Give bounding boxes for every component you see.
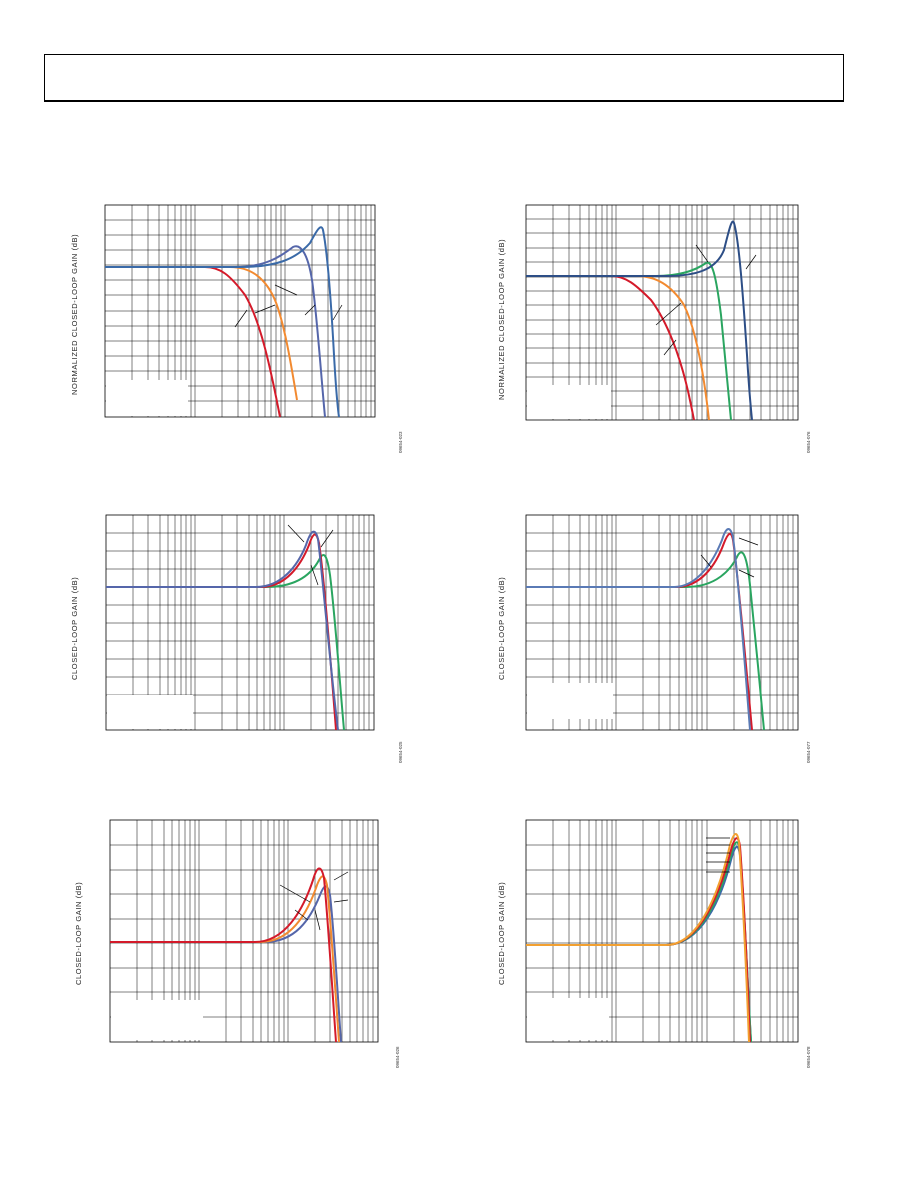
chart-1-series-purple (105, 245, 326, 418)
chart-3-annotation-arrows (287, 524, 334, 586)
chart-4: CLOSED-LOOP GAIN (dB) (497, 514, 811, 763)
chart-4-annotation-arrows (700, 537, 759, 578)
chart-3-series-green (106, 554, 345, 731)
chart-1-legend-mask (106, 380, 188, 416)
chart-2-frame (525, 204, 799, 421)
chart-5-plot (109, 819, 379, 1043)
chart-6-series-orange (526, 833, 750, 1043)
chart-2-code: 09654-076 (806, 431, 811, 453)
chart-1-annotation-arrows (234, 284, 343, 328)
chart-4-legend-mask (527, 683, 613, 719)
chart-2-plot (525, 204, 799, 421)
chart-5-annotation-arrows (279, 871, 349, 931)
chart-2-grid (526, 205, 798, 420)
chart-3-series-purple (106, 530, 339, 731)
chart-5-series-red (110, 867, 337, 1043)
chart-4-series-green (526, 551, 765, 731)
chart-2: NORMALIZED CLOSED-LOOP GAIN (dB) (497, 204, 811, 453)
chart-1-plot (104, 204, 376, 418)
chart-6-plot (525, 819, 799, 1043)
chart-3-plot (105, 514, 375, 731)
page-header-box (44, 54, 844, 102)
chart-6: CLOSED-LOOP GAIN (dB) (497, 819, 811, 1068)
chart-4-plot (525, 514, 799, 731)
chart-3-code: 09654-025 (398, 741, 403, 763)
chart-2-series-navy (526, 220, 753, 421)
chart-2-series-orange (526, 275, 710, 421)
chart-5-code: 09654-026 (395, 1046, 400, 1068)
chart-4-series-blue (526, 528, 751, 731)
chart-2-ylabel: NORMALIZED CLOSED-LOOP GAIN (dB) (497, 239, 506, 400)
chart-6-annotation-arrows (706, 837, 730, 873)
chart-5: CLOSED-LOOP GAIN (dB) (74, 819, 400, 1068)
chart-5-legend-mask (111, 1000, 203, 1040)
chart-4-code: 09654-077 (806, 741, 811, 763)
chart-3-legend-mask (107, 695, 193, 729)
chart-3: CLOSED-LOOP GAIN (dB) (70, 514, 403, 763)
chart-2-series-green (526, 261, 732, 421)
chart-3-ylabel: CLOSED-LOOP GAIN (dB) (70, 577, 79, 680)
chart-5-ylabel: CLOSED-LOOP GAIN (dB) (74, 882, 83, 985)
chart-2-legend-mask (527, 385, 611, 419)
chart-1-grid (105, 205, 375, 417)
chart-4-ylabel: CLOSED-LOOP GAIN (dB) (497, 577, 506, 680)
chart-1-series-orange (105, 266, 298, 401)
chart-6-ylabel: CLOSED-LOOP GAIN (dB) (497, 882, 506, 985)
chart-2-series-red (526, 275, 695, 421)
chart-1-series-red (105, 266, 281, 418)
chart-2-annotation-arrows (655, 244, 757, 356)
chart-6-legend-mask (527, 998, 609, 1040)
chart-1-series-blue (105, 226, 340, 418)
chart-1-code: 09654-023 (398, 431, 403, 453)
chart-1-ylabel: NORMALIZED CLOSED-LOOP GAIN (dB) (70, 234, 79, 395)
chart-1: NORMALIZED CLOSED-LOOP GAIN (dB) (70, 204, 403, 453)
chart-6-code: 09654-078 (806, 1046, 811, 1068)
